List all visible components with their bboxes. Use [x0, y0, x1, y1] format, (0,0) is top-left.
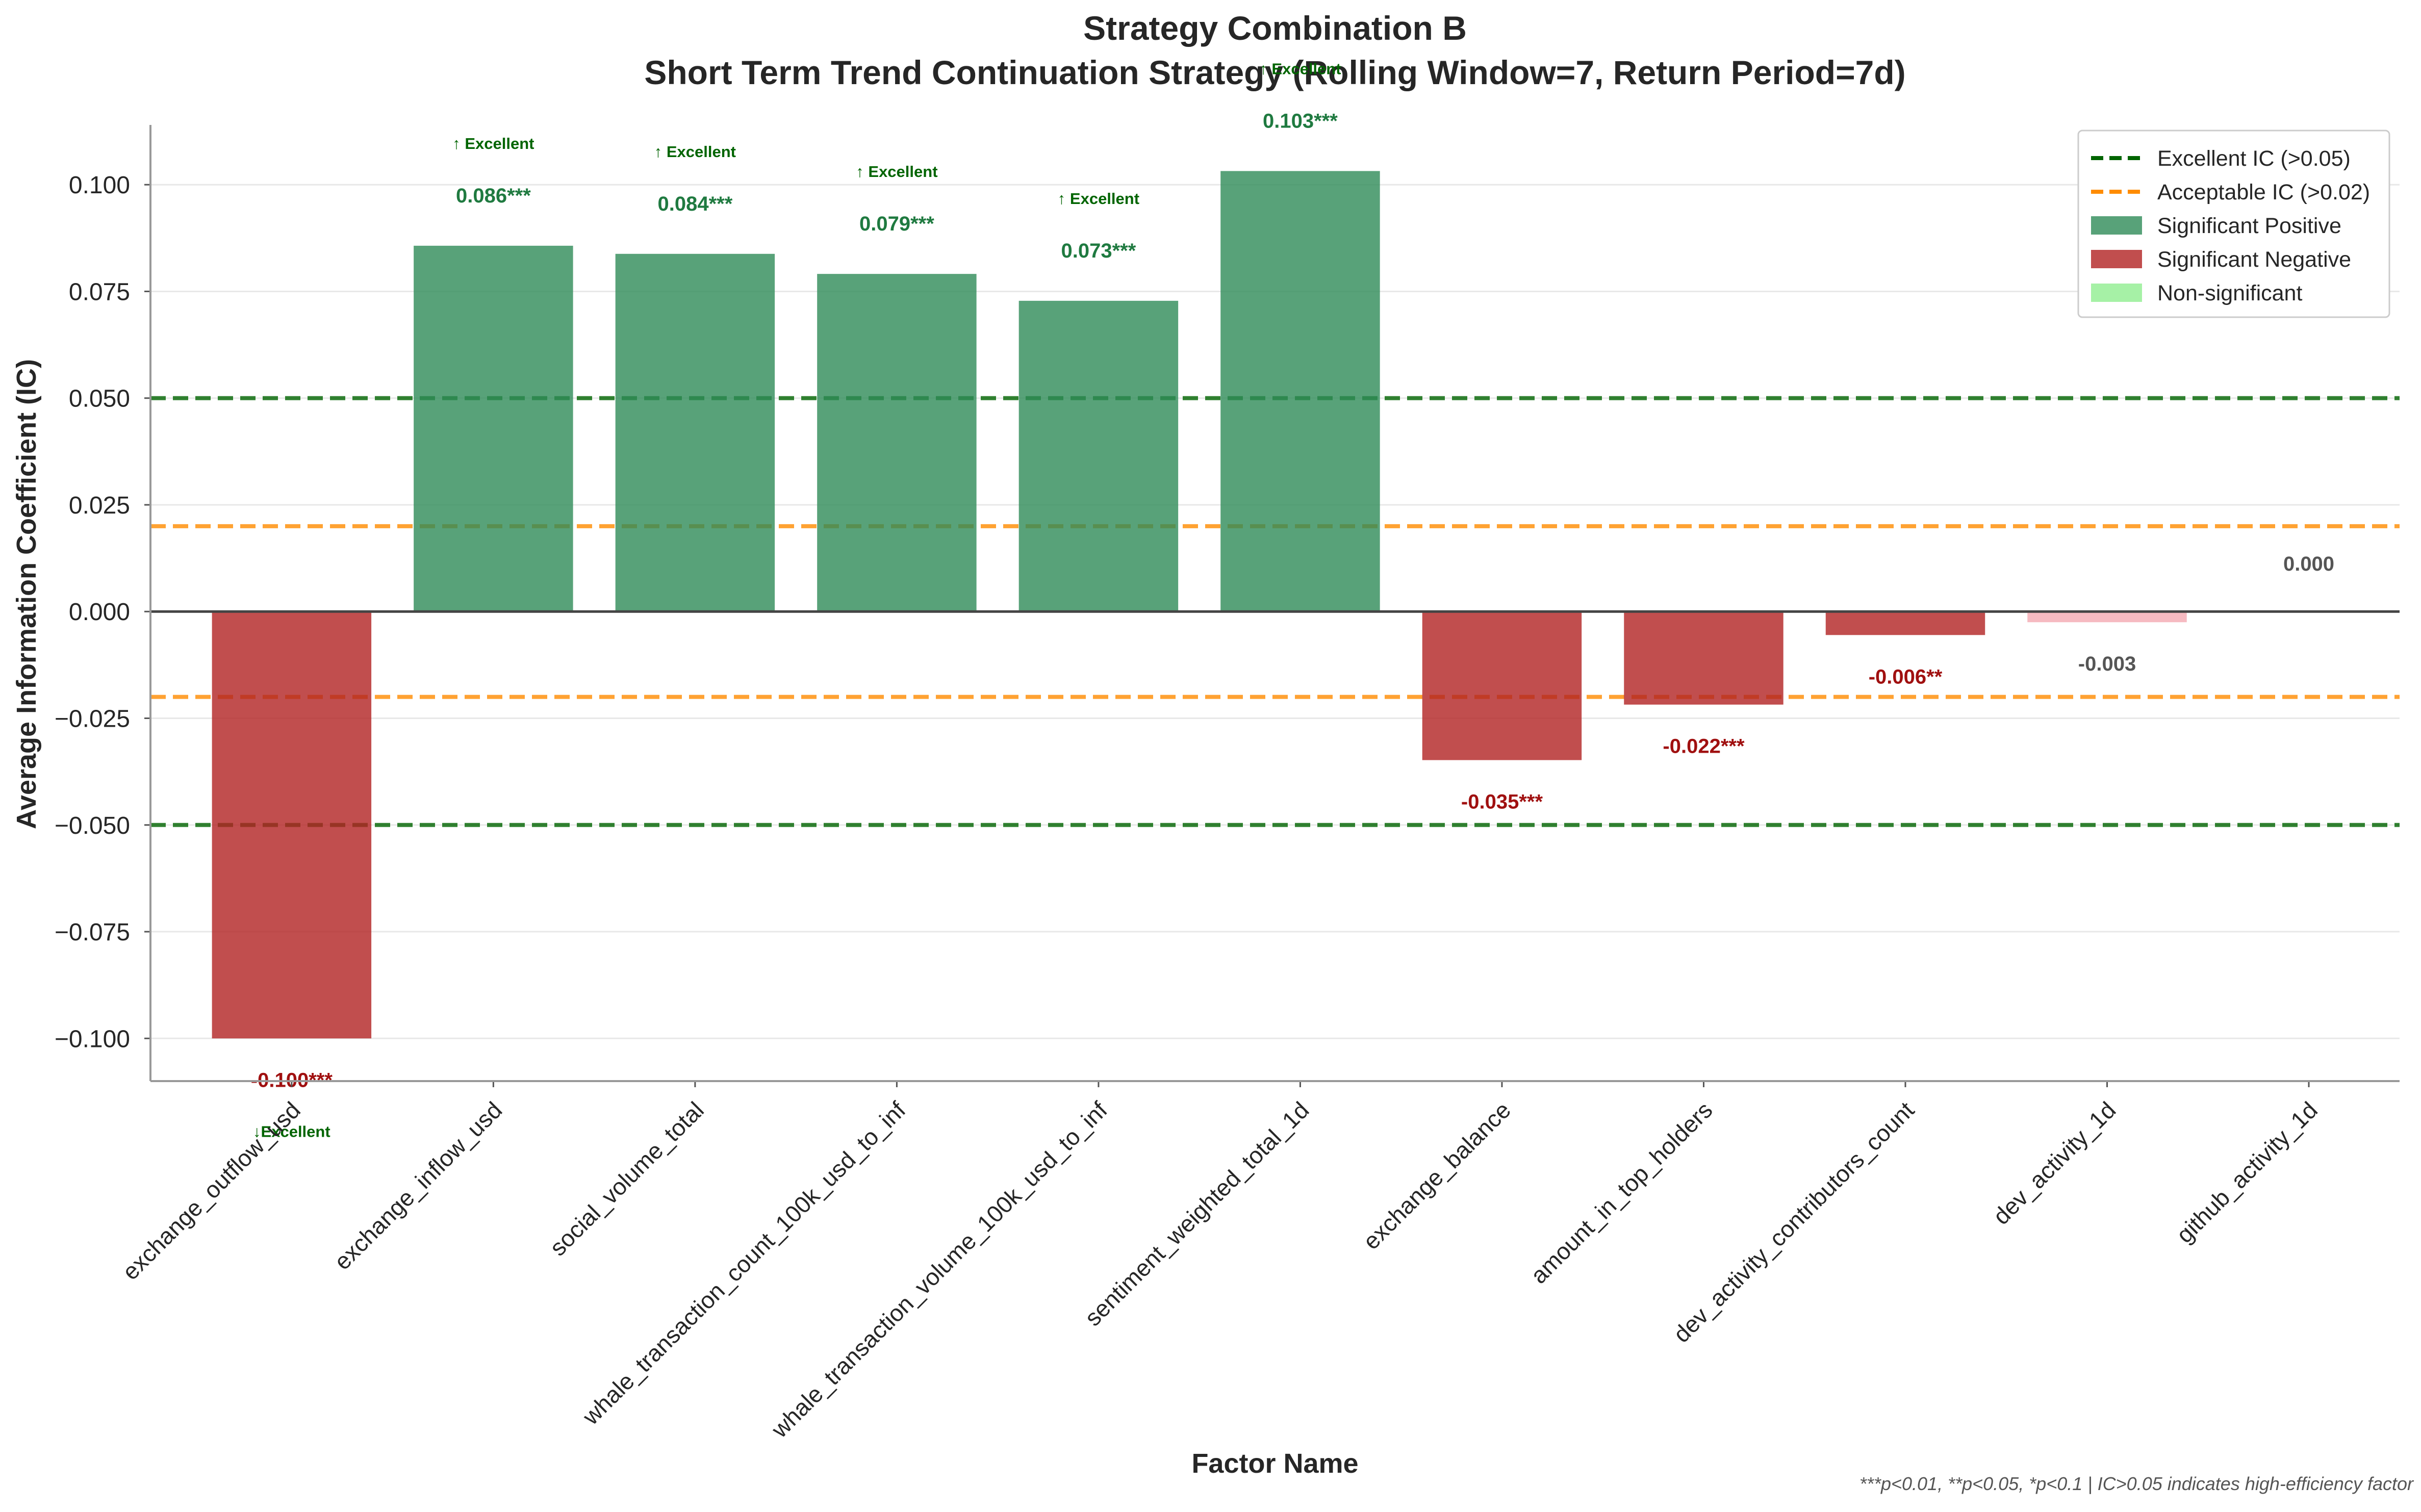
bar-dev_activity_contributors_count	[1825, 611, 1985, 635]
chart-title: Strategy Combination B	[1083, 9, 1467, 47]
bars	[212, 171, 2187, 1039]
y-tick-label: −0.100	[55, 1026, 130, 1053]
bar-amount_in_top_holders	[1624, 611, 1783, 705]
legend-box	[2077, 130, 2390, 318]
x-axis-label: Factor Name	[1191, 1448, 1358, 1479]
bar-whale_transaction_count_100k_usd_to_inf	[817, 274, 977, 612]
value-label: -0.035***	[1461, 791, 1543, 813]
excellent-tag: ↑ Excellent	[452, 135, 534, 152]
legend: Excellent IC (>0.05) Acceptable IC (>0.02…	[2077, 130, 2390, 318]
legend-swatch-patch	[2091, 250, 2142, 268]
value-label: 0.084***	[657, 193, 732, 215]
excellent-tag: ↑ Excellent	[1259, 60, 1341, 78]
legend-label: Acceptable IC (>0.02)	[2157, 180, 2370, 204]
bar-sentiment_weighted_total_1d	[1220, 171, 1380, 612]
bar-exchange_inflow_usd	[414, 245, 573, 612]
y-tick-label: −0.050	[55, 812, 130, 839]
value-label: -0.006**	[1869, 665, 1943, 688]
value-label: 0.079***	[859, 213, 934, 235]
excellent-tag: ↑ Excellent	[856, 163, 937, 181]
value-label: 0.103***	[1263, 110, 1338, 132]
y-tick-label: 0.075	[69, 278, 130, 305]
excellent-tag: ↑ Excellent	[1058, 190, 1139, 208]
excellent-tag: ↓Excellent	[253, 1122, 330, 1140]
bar-social_volume_total	[615, 253, 775, 612]
value-label: 0.073***	[1061, 240, 1136, 262]
y-tick-label: −0.025	[55, 706, 130, 733]
bar-dev_activity_1d	[2027, 611, 2187, 623]
legend-label: Significant Positive	[2157, 214, 2341, 238]
legend-label: Significant Negative	[2157, 247, 2351, 272]
chart-subtitle: Short Term Trend Continuation Strategy (…	[644, 54, 1905, 91]
value-label: 0.086***	[456, 185, 531, 207]
y-tick-label: −0.075	[55, 919, 130, 946]
value-label: -0.003	[2078, 653, 2136, 675]
bar-whale_transaction_volume_100k_usd_to_inf	[1018, 300, 1179, 612]
legend-label: Excellent IC (>0.05)	[2157, 146, 2351, 171]
excellent-tag: ↑ Excellent	[654, 143, 736, 161]
bar-exchange_outflow_usd	[212, 611, 372, 1039]
y-tick-label: 0.100	[69, 172, 130, 199]
legend-swatch-patch	[2091, 216, 2142, 235]
bar-exchange_balance	[1422, 611, 1582, 760]
y-tick-label: 0.000	[69, 599, 130, 626]
legend-swatch-patch	[2091, 284, 2142, 302]
legend-label: Non-significant	[2157, 281, 2302, 305]
value-label: -0.022***	[1663, 735, 1745, 758]
y-axis-label: Average Information Coefficient (IC)	[11, 359, 42, 829]
y-tick-label: 0.025	[69, 492, 130, 519]
footnote: ***p<0.01, **p<0.05, *p<0.1 | IC>0.05 in…	[1859, 1473, 2414, 1494]
y-tick-label: 0.050	[69, 386, 130, 413]
value-label: 0.000	[2283, 553, 2334, 575]
